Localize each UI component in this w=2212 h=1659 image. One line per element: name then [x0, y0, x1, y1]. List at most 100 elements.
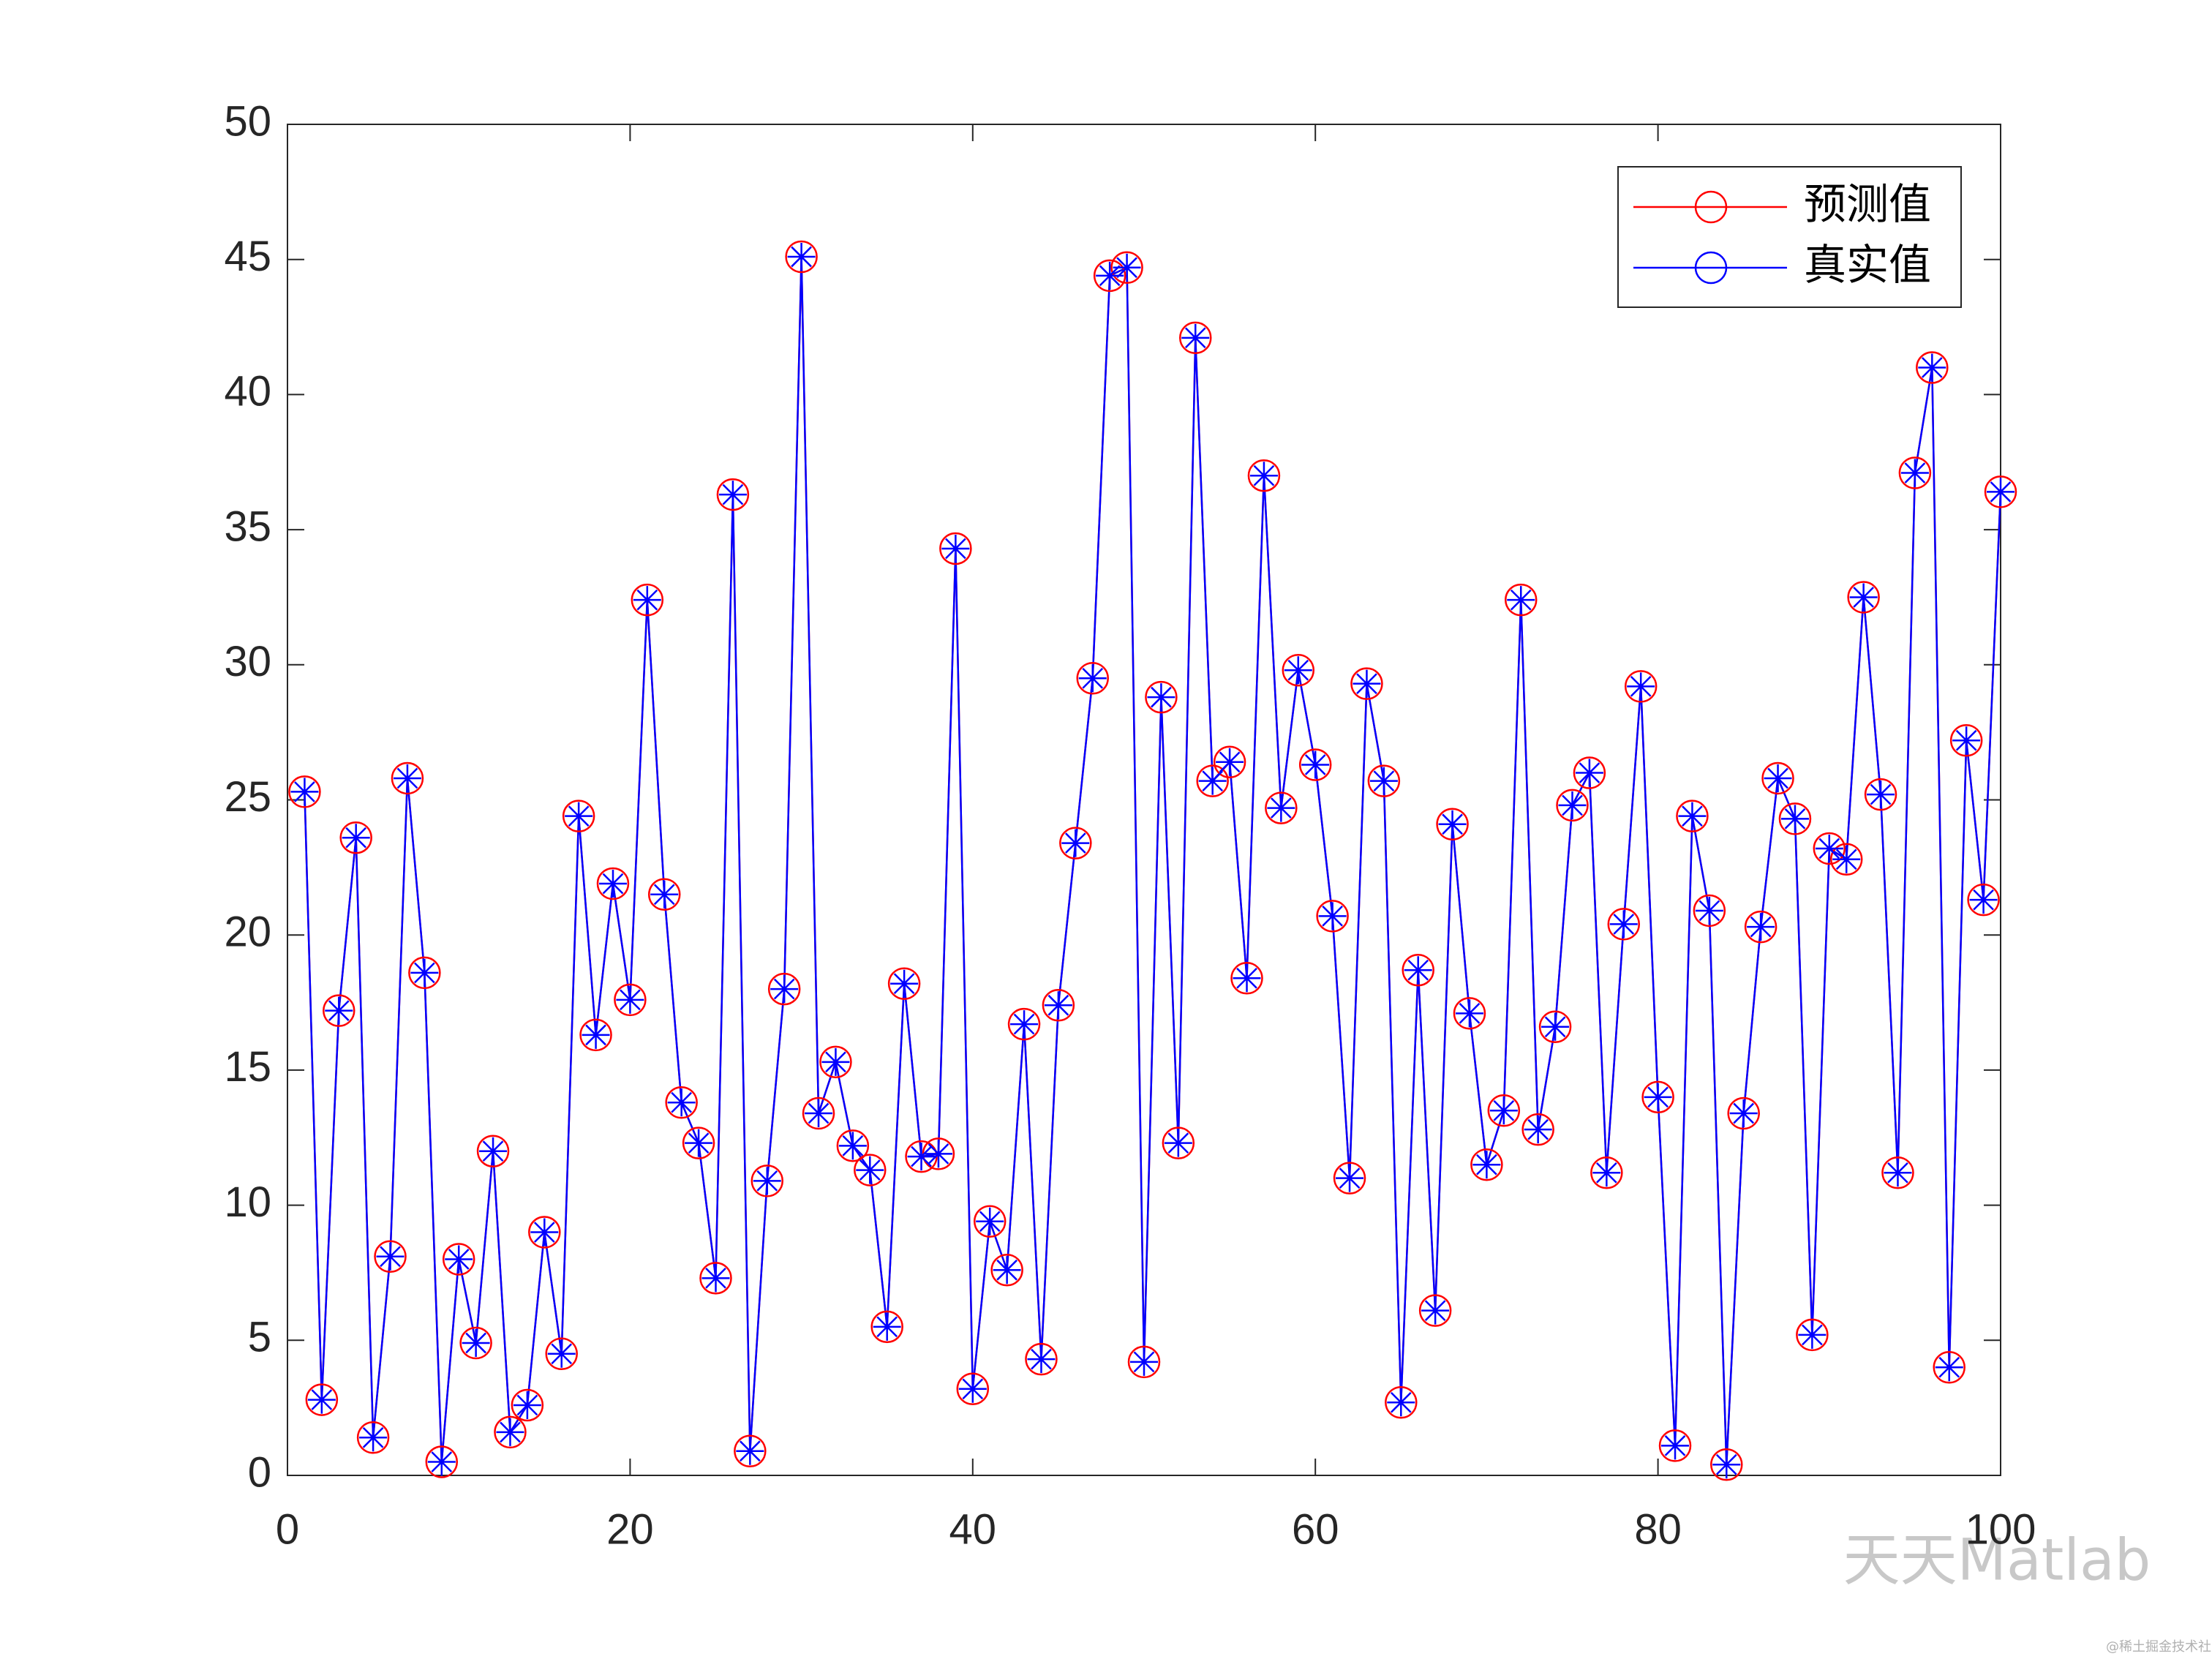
marker-circle — [1727, 1096, 1760, 1130]
marker-circle — [1179, 321, 1212, 355]
marker-asterisk — [1061, 829, 1090, 857]
marker-asterisk — [1764, 764, 1792, 792]
watermark: 天天Matlab — [1843, 1527, 2151, 1593]
marker-asterisk — [1507, 586, 1535, 614]
marker-asterisk — [1096, 261, 1124, 290]
marker-asterisk — [1729, 1099, 1758, 1127]
marker-asterisk — [359, 1423, 388, 1452]
marker-circle — [511, 1388, 544, 1422]
y-tick-label: 5 — [248, 1314, 271, 1361]
marker-asterisk — [1644, 1083, 1672, 1111]
marker-circle — [1247, 459, 1281, 492]
marker-asterisk — [1832, 845, 1861, 873]
marker-asterisk — [598, 870, 627, 898]
marker-circle — [1127, 1345, 1161, 1379]
marker-circle — [1693, 894, 1726, 928]
y-tick-label: 40 — [224, 368, 271, 415]
marker-asterisk — [633, 586, 661, 614]
marker-circle — [391, 761, 424, 795]
marker-circle — [1949, 723, 1983, 757]
marker-circle — [1538, 1010, 1572, 1044]
y-tick-label: 15 — [224, 1043, 271, 1091]
marker-asterisk — [1044, 991, 1072, 1020]
marker-circle — [1829, 843, 1863, 876]
marker-asterisk — [1575, 759, 1603, 787]
marker-asterisk — [616, 985, 644, 1014]
marker-circle — [1436, 808, 1469, 840]
marker-asterisk — [1198, 767, 1227, 795]
marker-asterisk — [1609, 910, 1638, 938]
marker-circle — [802, 1096, 835, 1130]
marker-circle — [476, 1135, 510, 1167]
marker-asterisk — [685, 1129, 713, 1157]
marker-asterisk — [1027, 1345, 1056, 1374]
marker-circle — [562, 800, 595, 832]
x-tick-label: 20 — [606, 1505, 654, 1553]
marker-circle — [1110, 251, 1143, 285]
marker-circle — [1916, 351, 1949, 384]
marker-asterisk — [873, 1312, 901, 1341]
marker-circle — [425, 1445, 459, 1478]
x-tick-label: 40 — [949, 1505, 997, 1553]
marker-circle — [1402, 953, 1434, 987]
marker-asterisk — [1181, 323, 1210, 352]
marker-asterisk — [924, 1140, 952, 1168]
marker-asterisk — [1164, 1129, 1192, 1157]
marker-circle — [1967, 883, 2000, 917]
marker-circle — [1418, 1294, 1452, 1327]
marker-asterisk — [325, 996, 353, 1025]
marker-asterisk — [1387, 1388, 1415, 1417]
marker-circle — [973, 1205, 1007, 1238]
marker-circle — [1076, 662, 1109, 695]
marker-asterisk — [307, 1385, 336, 1414]
x-tick-label: 0 — [276, 1505, 299, 1553]
marker-asterisk — [1987, 478, 2014, 506]
marker-asterisk — [718, 481, 747, 509]
marker-circle — [323, 994, 356, 1027]
x-tick-label: 100 — [1965, 1505, 2036, 1553]
marker-circle — [1316, 900, 1349, 933]
marker-asterisk — [1592, 1159, 1621, 1187]
marker-circle — [1813, 832, 1846, 865]
marker-asterisk — [1849, 583, 1878, 612]
marker-asterisk — [1867, 780, 1895, 809]
marker-circle — [1984, 475, 2017, 508]
marker-asterisk — [582, 1020, 610, 1049]
marker-asterisk — [530, 1218, 559, 1246]
marker-circle — [596, 867, 630, 900]
marker-asterisk — [1884, 1159, 1912, 1187]
marker-asterisk — [1369, 767, 1398, 795]
marker-circle — [1694, 251, 1728, 285]
marker-circle — [785, 240, 818, 274]
marker-asterisk — [410, 958, 439, 987]
marker-asterisk — [890, 969, 919, 998]
y-tick-label: 35 — [224, 503, 271, 550]
marker-asterisk — [1969, 886, 1998, 914]
marker-asterisk — [1661, 1432, 1690, 1460]
y-tick-label: 20 — [224, 908, 271, 956]
marker-asterisk — [1712, 1451, 1741, 1479]
marker-circle — [1265, 791, 1298, 824]
marker-circle — [1761, 761, 1794, 795]
marker-circle — [1881, 1156, 1914, 1189]
marker-circle — [1658, 1429, 1692, 1462]
y-tick-label: 30 — [224, 638, 271, 685]
marker-asterisk — [1438, 810, 1467, 838]
marker-asterisk — [513, 1391, 541, 1419]
marker-asterisk — [1541, 1012, 1570, 1041]
marker-asterisk — [753, 1167, 781, 1195]
y-tick-label: 10 — [224, 1178, 271, 1226]
marker-circle — [1385, 1386, 1418, 1419]
marker-circle — [614, 983, 647, 1017]
marker-asterisk — [1455, 999, 1483, 1028]
marker-circle — [1573, 756, 1606, 789]
legend-box — [1617, 166, 1962, 308]
marker-circle — [1778, 802, 1812, 835]
marker-asterisk — [1267, 794, 1295, 822]
marker-circle — [750, 1165, 784, 1197]
marker-asterisk — [736, 1437, 764, 1465]
marker-circle — [1350, 667, 1383, 700]
marker-circle — [1710, 1448, 1743, 1481]
marker-asterisk — [1010, 1010, 1039, 1039]
